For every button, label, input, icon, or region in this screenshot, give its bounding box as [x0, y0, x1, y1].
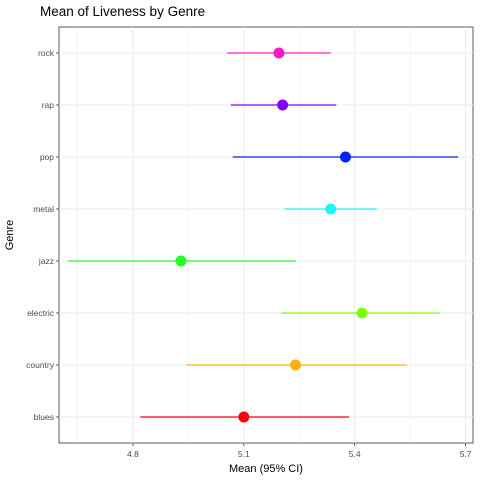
mean-point-metal — [325, 203, 337, 215]
y-tick-label-electric: electric — [27, 308, 55, 318]
y-tick-label-pop: pop — [40, 152, 54, 162]
y-axis-ticks: blues country electric jazz metal pop rap rock — [26, 48, 59, 422]
y-tick-label-rock: rock — [38, 48, 55, 58]
mean-point-electric — [356, 307, 368, 319]
y-tick-label-country: country — [26, 360, 55, 370]
plot-panel — [58, 26, 474, 444]
mean-point-country — [290, 359, 302, 371]
x-axis-title: Mean (95% CI) — [229, 463, 303, 475]
x-tick-label: 5.7 — [460, 449, 472, 459]
x-axis-ticks: 4.8 5.1 5.4 5.7 — [127, 443, 472, 459]
y-tick-label-jazz: jazz — [38, 256, 54, 266]
y-tick-label-rap: rap — [42, 100, 55, 110]
data-marks — [68, 47, 459, 423]
y-axis-title: Genre — [4, 220, 16, 251]
mean-point-blues — [238, 411, 250, 423]
mean-point-pop — [339, 151, 351, 163]
plot-area — [58, 26, 474, 444]
y-tick-label-blues: blues — [34, 412, 54, 422]
x-tick-label: 5.1 — [238, 449, 250, 459]
x-tick-label: 4.8 — [127, 449, 139, 459]
mean-point-jazz — [175, 255, 187, 267]
mean-point-rock — [273, 47, 285, 59]
chart-title: Mean of Liveness by Genre — [40, 4, 205, 19]
y-tick-label-metal: metal — [33, 204, 54, 214]
mean-point-rap — [277, 99, 289, 111]
x-tick-label: 5.4 — [349, 449, 361, 459]
